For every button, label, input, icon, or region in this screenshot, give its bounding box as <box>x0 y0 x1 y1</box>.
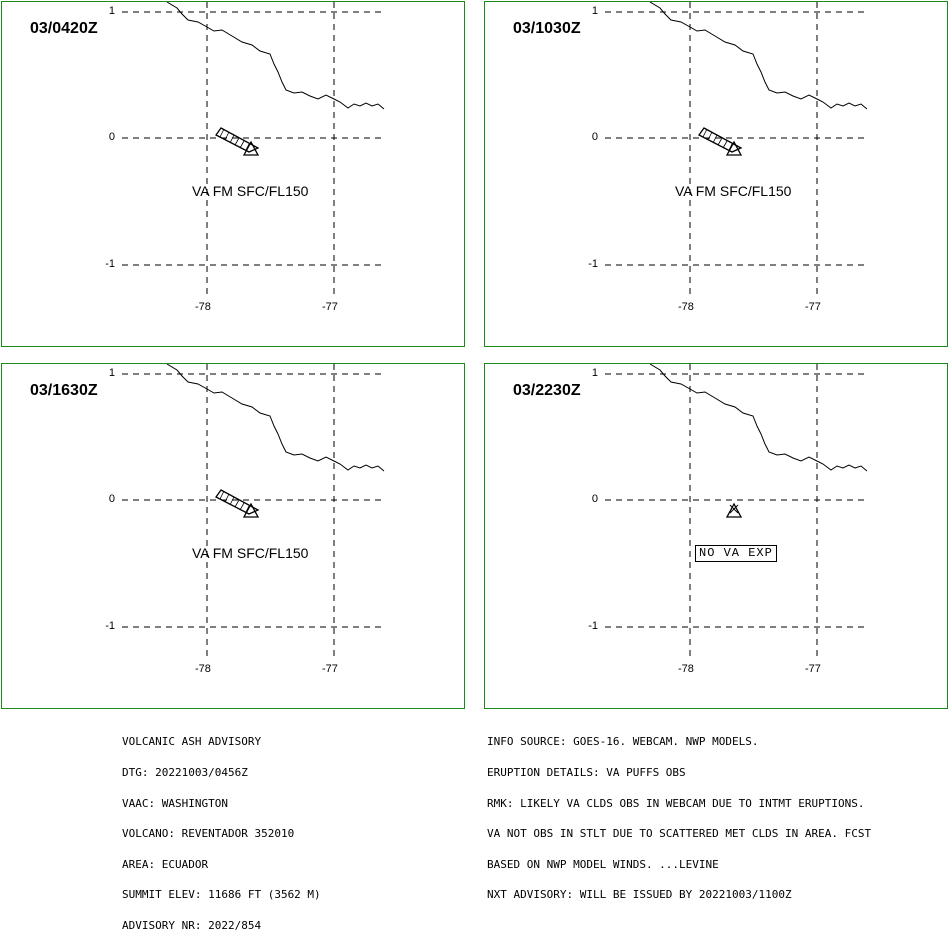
advisory-line: AREA: ECUADOR <box>122 857 209 871</box>
valid-time-label: 03/1630Z <box>30 382 98 399</box>
ash-cloud-polygon <box>215 127 260 153</box>
longitude-tick-label: -78 <box>678 663 694 675</box>
longitude-tick-label: -77 <box>805 301 821 313</box>
map-canvas <box>122 2 385 294</box>
map-canvas <box>605 2 868 294</box>
volcano-icon <box>242 140 260 156</box>
longitude-tick-label: -78 <box>678 301 694 313</box>
ash-cloud-polygon <box>698 127 743 153</box>
latitude-tick-label: -1 <box>105 620 115 632</box>
valid-time-label: 03/2230Z <box>513 382 581 399</box>
ash-cloud-label: VA FM SFC/FL150 <box>192 545 309 561</box>
latitude-tick-label: 1 <box>108 367 115 379</box>
forecast-panel-1030z: 03/1030Z VA FM SFC/FL150 1 0 -1 -78 -77 <box>484 1 948 347</box>
coastline <box>166 2 385 110</box>
latitude-tick-label: -1 <box>105 258 115 270</box>
volcano-marker <box>729 504 739 514</box>
ash-cloud-hatching <box>219 128 250 151</box>
valid-time-label: 03/1030Z <box>513 20 581 37</box>
advisory-line: VAAC: WASHINGTON <box>122 796 228 810</box>
map-canvas <box>122 364 385 656</box>
latitude-tick-label: 0 <box>108 131 115 143</box>
advisory-line: RMK: LIKELY VA CLDS OBS IN WEBCAM DUE TO… <box>487 796 865 810</box>
forecast-panel-0420z: 03/0420Z VA FM SFC/FL150 1 0 -1 -78 -77 <box>1 1 465 347</box>
latitude-tick-label: 1 <box>591 5 598 17</box>
ash-cloud-label: VA FM SFC/FL150 <box>675 183 792 199</box>
latitude-tick-label: -1 <box>588 620 598 632</box>
advisory-line: ADVISORY NR: 2022/854 <box>122 918 262 932</box>
volcano-icon <box>725 502 743 518</box>
longitude-tick-label: -78 <box>195 663 211 675</box>
ash-cloud-hatching <box>702 128 733 151</box>
volcano-icon <box>242 502 260 518</box>
latitude-tick-label: 1 <box>591 367 598 379</box>
advisory-line: BASED ON NWP MODEL WINDS. ...LEVINE <box>487 857 719 871</box>
advisory-header-text: VOLCANIC ASH ADVISORY DTG: 20221003/0456… <box>122 717 321 941</box>
latitude-tick-label: 1 <box>108 5 115 17</box>
coastline <box>649 2 868 110</box>
ash-cloud-polygon <box>215 489 260 515</box>
ash-cloud-label: VA FM SFC/FL150 <box>192 183 309 199</box>
advisory-line: VA NOT OBS IN STLT DUE TO SCATTERED MET … <box>487 827 872 841</box>
longitude-tick-label: -77 <box>805 663 821 675</box>
latitude-tick-label: 0 <box>108 493 115 505</box>
volcano-icon <box>725 140 743 156</box>
advisory-line: DTG: 20221003/0456Z <box>122 766 248 779</box>
advisory-line: ERUPTION DETAILS: VA PUFFS OBS <box>487 766 686 779</box>
no-ash-expected-label: NO VA EXP <box>695 545 777 562</box>
advisory-details-text: INFO SOURCE: GOES-16. WEBCAM. NWP MODELS… <box>487 717 871 911</box>
advisory-line: VOLCANO: REVENTADOR 352010 <box>122 827 295 841</box>
ash-cloud-hatching <box>219 490 250 513</box>
forecast-panel-1630z: 03/1630Z VA FM SFC/FL150 1 0 -1 -78 -77 <box>1 363 465 709</box>
advisory-line: INFO SOURCE: GOES-16. WEBCAM. NWP MODELS… <box>487 735 759 749</box>
map-canvas <box>605 364 868 656</box>
latitude-tick-label: 0 <box>591 493 598 505</box>
longitude-tick-label: -77 <box>322 301 338 313</box>
coastline <box>166 364 385 472</box>
longitude-tick-label: -78 <box>195 301 211 313</box>
valid-time-label: 03/0420Z <box>30 20 98 37</box>
coastline <box>649 364 868 472</box>
advisory-line: NXT ADVISORY: WILL BE ISSUED BY 20221003… <box>487 888 792 902</box>
latitude-tick-label: 0 <box>591 131 598 143</box>
longitude-tick-label: -77 <box>322 663 338 675</box>
advisory-line: SUMMIT ELEV: 11686 FT (3562 M) <box>122 888 321 902</box>
latitude-tick-label: -1 <box>588 258 598 270</box>
forecast-panel-2230z: 03/2230Z NO VA EXP 1 0 -1 -78 -77 <box>484 363 948 709</box>
advisory-line: VOLCANIC ASH ADVISORY <box>122 735 262 749</box>
